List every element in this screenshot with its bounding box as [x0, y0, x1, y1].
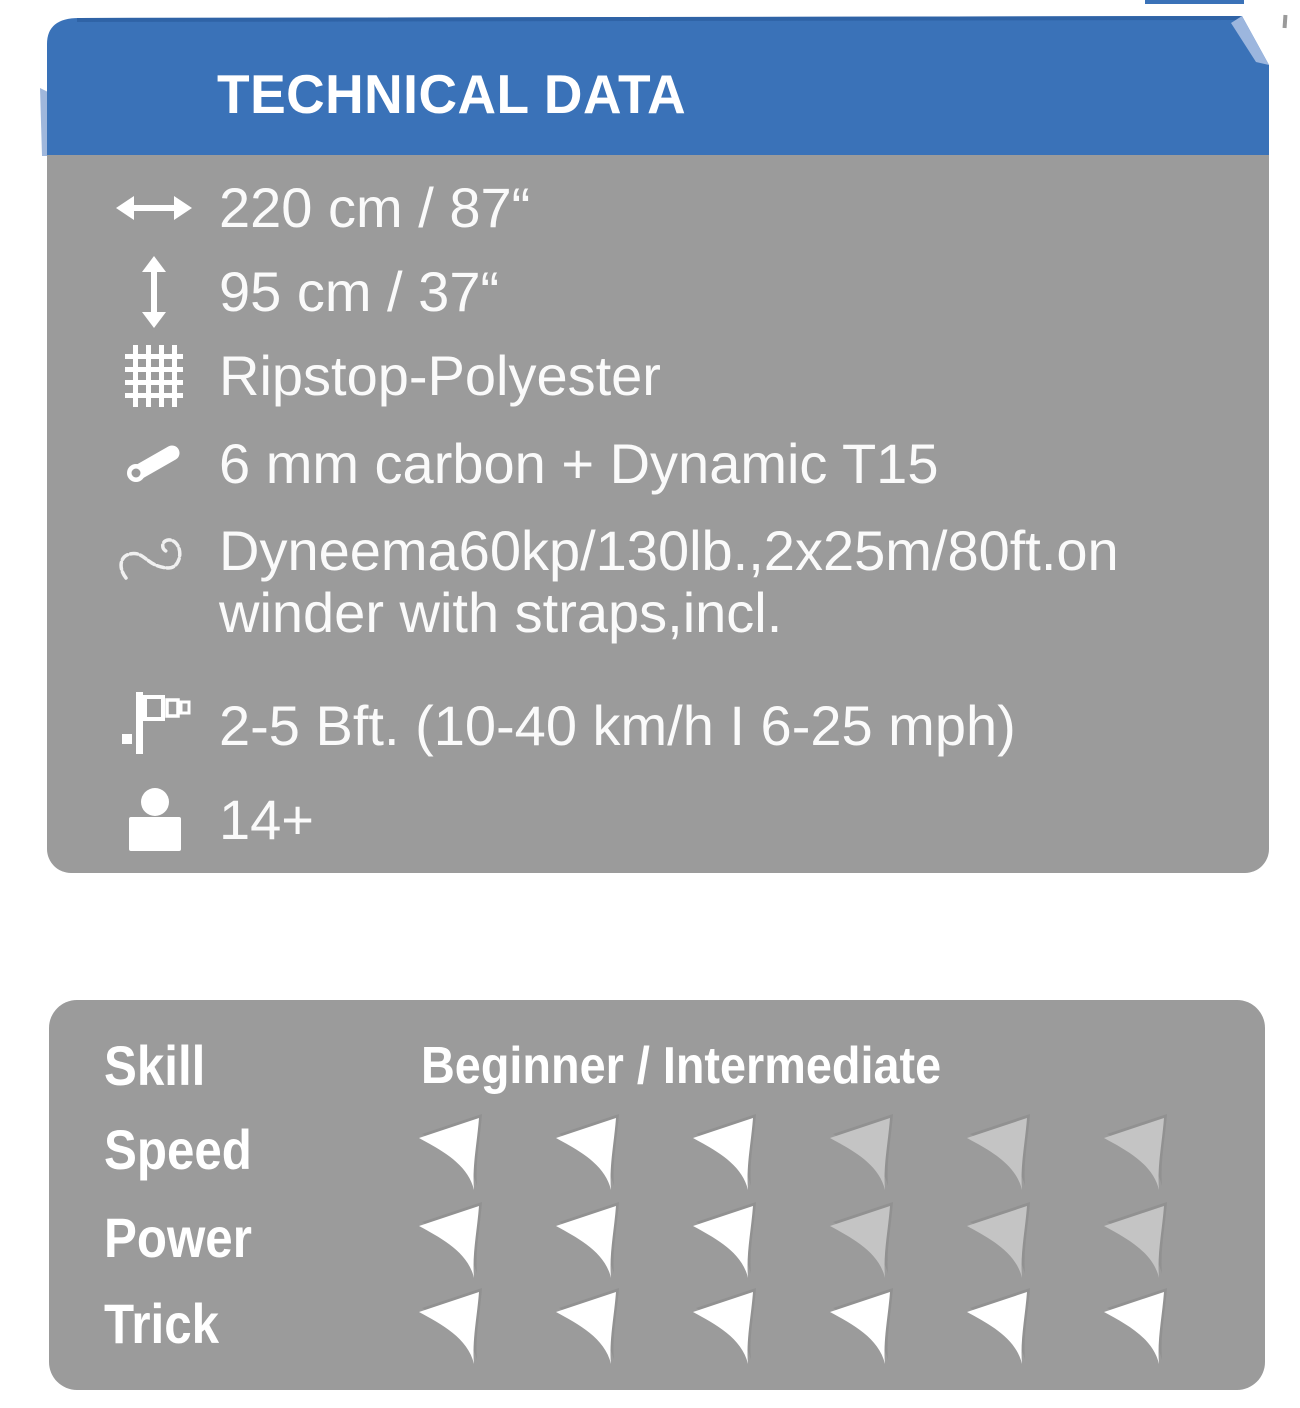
rating-fin-icon: [967, 1202, 1030, 1278]
rating-fin-icon: [419, 1202, 482, 1278]
rating-row-power: Power: [104, 1200, 1239, 1280]
rating-fin-icon: [419, 1114, 482, 1190]
spec-value: 220 cm / 87“: [219, 176, 531, 239]
rating-label: Power: [104, 1206, 252, 1269]
spec-value-line1: Dyneema60kp/130lb.,2x25m/80ft.on: [219, 519, 1119, 582]
header-banner: [40, 16, 1269, 156]
spec-row-wind: 2-5 Bft. (10-40 km/h I 6-25 mph): [89, 678, 1269, 774]
spec-value: 95 cm / 37“: [219, 260, 500, 323]
rating-fin-icon: [693, 1114, 756, 1190]
header-left-fold: [40, 88, 48, 156]
windsock-icon: [89, 690, 219, 762]
spec-value-line2: winder with straps,incl.: [219, 581, 783, 644]
rating-fin-icon: [693, 1202, 756, 1278]
rating-fin-icon: [556, 1114, 619, 1190]
rod-icon: [89, 442, 219, 486]
rating-fin-icon: [830, 1202, 893, 1278]
rating-fin-icon: [1104, 1202, 1167, 1278]
rating-fin-icon: [967, 1114, 1030, 1190]
top-blue-strip: [1145, 0, 1244, 4]
rating-row-speed: Speed: [104, 1112, 1239, 1192]
technical-data-list: 220 cm / 87“ 95 cm / 37“: [47, 155, 1269, 873]
rating-row-trick: Trick: [104, 1286, 1239, 1366]
flying-line-icon: [89, 526, 219, 588]
spec-value: 14+: [219, 788, 314, 851]
skill-row: Skill: [104, 1034, 219, 1098]
rating-label: Trick: [104, 1292, 220, 1355]
technical-data-panel: TECHNICAL DATA 220 cm / 87“ 95 cm / 3: [40, 16, 1269, 873]
spec-row-wingspan: 220 cm / 87“: [89, 166, 1269, 250]
spec-row-line: Dyneema60kp/130lb.,2x25m/80ft.on winder …: [89, 510, 1269, 678]
panel-title: TECHNICAL DATA: [217, 63, 687, 125]
spec-row-age: 14+: [89, 774, 1269, 866]
spec-row-frame: 6 mm carbon + Dynamic T15: [89, 418, 1269, 510]
rating-fin-icon: [556, 1288, 619, 1364]
header-corner-fold: [1231, 16, 1269, 65]
spec-value: Ripstop-Polyester: [219, 344, 661, 407]
rating-fin-icon: [830, 1288, 893, 1364]
spec-value: 6 mm carbon + Dynamic T15: [219, 432, 939, 495]
spec-row-material: Ripstop-Polyester: [89, 334, 1269, 418]
rating-icons: [417, 1112, 1239, 1192]
spec-value: 2-5 Bft. (10-40 km/h I 6-25 mph): [219, 694, 1016, 757]
rating-fin-icon: [419, 1288, 482, 1364]
rating-fin-icon: [1104, 1114, 1167, 1190]
rating-fin-icon: [967, 1288, 1030, 1364]
rating-icons: [417, 1286, 1239, 1366]
rating-icons: [417, 1200, 1239, 1280]
rating-fin-icon: [1104, 1288, 1167, 1364]
top-gray-tick: [1282, 14, 1288, 29]
rating-fin-icon: [693, 1288, 756, 1364]
width-arrow-icon: [89, 193, 219, 223]
skill-label: Skill: [104, 1034, 206, 1097]
height-arrow-icon: [89, 256, 219, 328]
rating-fin-icon: [556, 1202, 619, 1278]
skill-rating-panel: Skill Beginner / Intermediate Speed Powe…: [49, 1000, 1265, 1390]
spec-value: Dyneema60kp/130lb.,2x25m/80ft.on winder …: [219, 520, 1119, 644]
header-top-edge: [76, 16, 1241, 22]
spec-row-height: 95 cm / 37“: [89, 250, 1269, 334]
header-shape: [47, 16, 1269, 156]
fabric-grid-icon: [89, 345, 219, 407]
rating-label: Speed: [104, 1118, 252, 1181]
rating-fin-icon: [830, 1114, 893, 1190]
skill-value: Beginner / Intermediate: [421, 1037, 942, 1095]
person-age-icon: [89, 787, 219, 853]
